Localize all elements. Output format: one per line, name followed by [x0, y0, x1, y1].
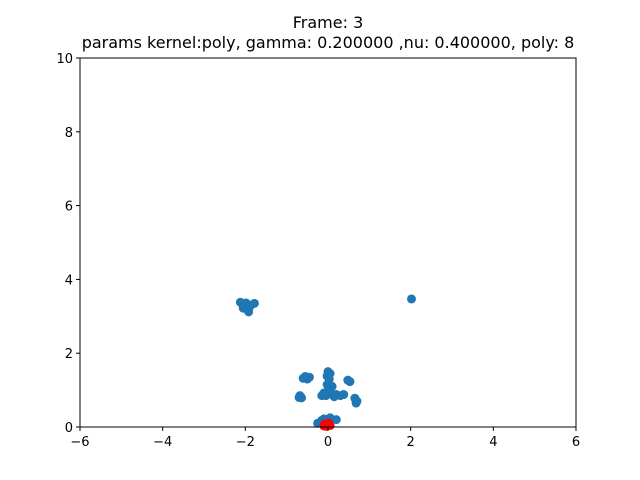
x-tick-label: −6	[70, 435, 89, 450]
chart-subtitle: params kernel:poly, gamma: 0.200000 ,nu:…	[82, 33, 575, 52]
plot-area	[80, 58, 576, 427]
scatter-point	[294, 392, 304, 402]
x-tick-label: −4	[153, 435, 172, 450]
scatter-point	[321, 391, 331, 401]
y-tick-label: 6	[65, 200, 73, 215]
y-tick-label: 4	[65, 273, 73, 288]
y-tick-label: 0	[65, 421, 73, 436]
axes-frame	[79, 57, 577, 428]
x-tick-label: 0	[324, 435, 332, 450]
scatter-point	[345, 377, 355, 387]
x-tick-label: 2	[407, 435, 415, 450]
scatter-point	[325, 421, 335, 431]
chart-title: Frame: 3	[293, 13, 364, 32]
scatter-point	[244, 302, 254, 312]
points-layer	[235, 294, 416, 431]
scatter-point	[351, 398, 361, 408]
y-tick-label: 10	[56, 52, 73, 67]
scatter-point	[339, 390, 349, 400]
x-axis: −6 −4 −2 0 2 4 6	[70, 427, 580, 450]
x-tick-label: −2	[236, 435, 255, 450]
scatter-point	[406, 294, 416, 304]
x-tick-label: 4	[489, 435, 497, 450]
y-axis: 0 2 4 6 8 10	[56, 52, 80, 436]
scatter-point	[331, 415, 341, 425]
y-tick-label: 2	[65, 347, 73, 362]
y-tick-label: 8	[65, 126, 73, 141]
scatter-point	[298, 373, 308, 383]
x-tick-label: 6	[572, 435, 580, 450]
